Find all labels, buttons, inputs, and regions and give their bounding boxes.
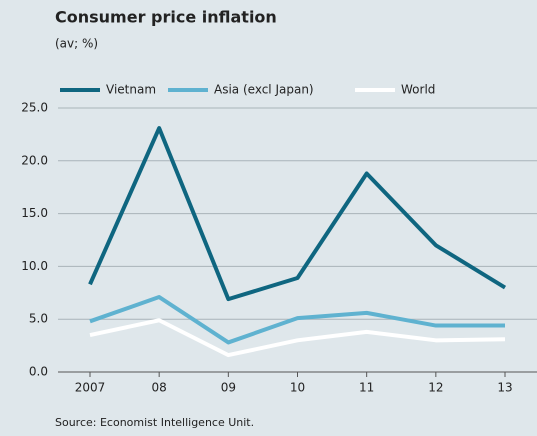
x-tick-label: 2007 (75, 381, 106, 395)
x-tick-label: 13 (497, 381, 512, 395)
y-tick-label: 0.0 (29, 365, 48, 379)
x-tick-label: 11 (359, 381, 374, 395)
legend-label: Vietnam (106, 83, 156, 97)
y-tick-label: 25.0 (21, 101, 48, 115)
chart-title: Consumer price inflation (55, 8, 277, 27)
x-tick-label: 08 (152, 381, 167, 395)
y-tick-label: 5.0 (29, 312, 48, 326)
x-tick-label: 09 (221, 381, 236, 395)
series-line (89, 295, 505, 345)
series-line (88, 126, 507, 302)
y-tick-label: 15.0 (21, 206, 48, 220)
y-tick-label: 20.0 (21, 153, 48, 167)
legend-label: Asia (excl Japan) (214, 83, 314, 97)
source: Source: Economist Intelligence Unit. (55, 416, 254, 429)
x-tick-label: 10 (290, 381, 305, 395)
chart-subtitle: (av; %) (55, 37, 98, 51)
x-tick-label: 12 (428, 381, 443, 395)
series-line (89, 318, 506, 358)
y-tick-label: 10.0 (21, 259, 48, 273)
legend-label: World (401, 83, 435, 97)
